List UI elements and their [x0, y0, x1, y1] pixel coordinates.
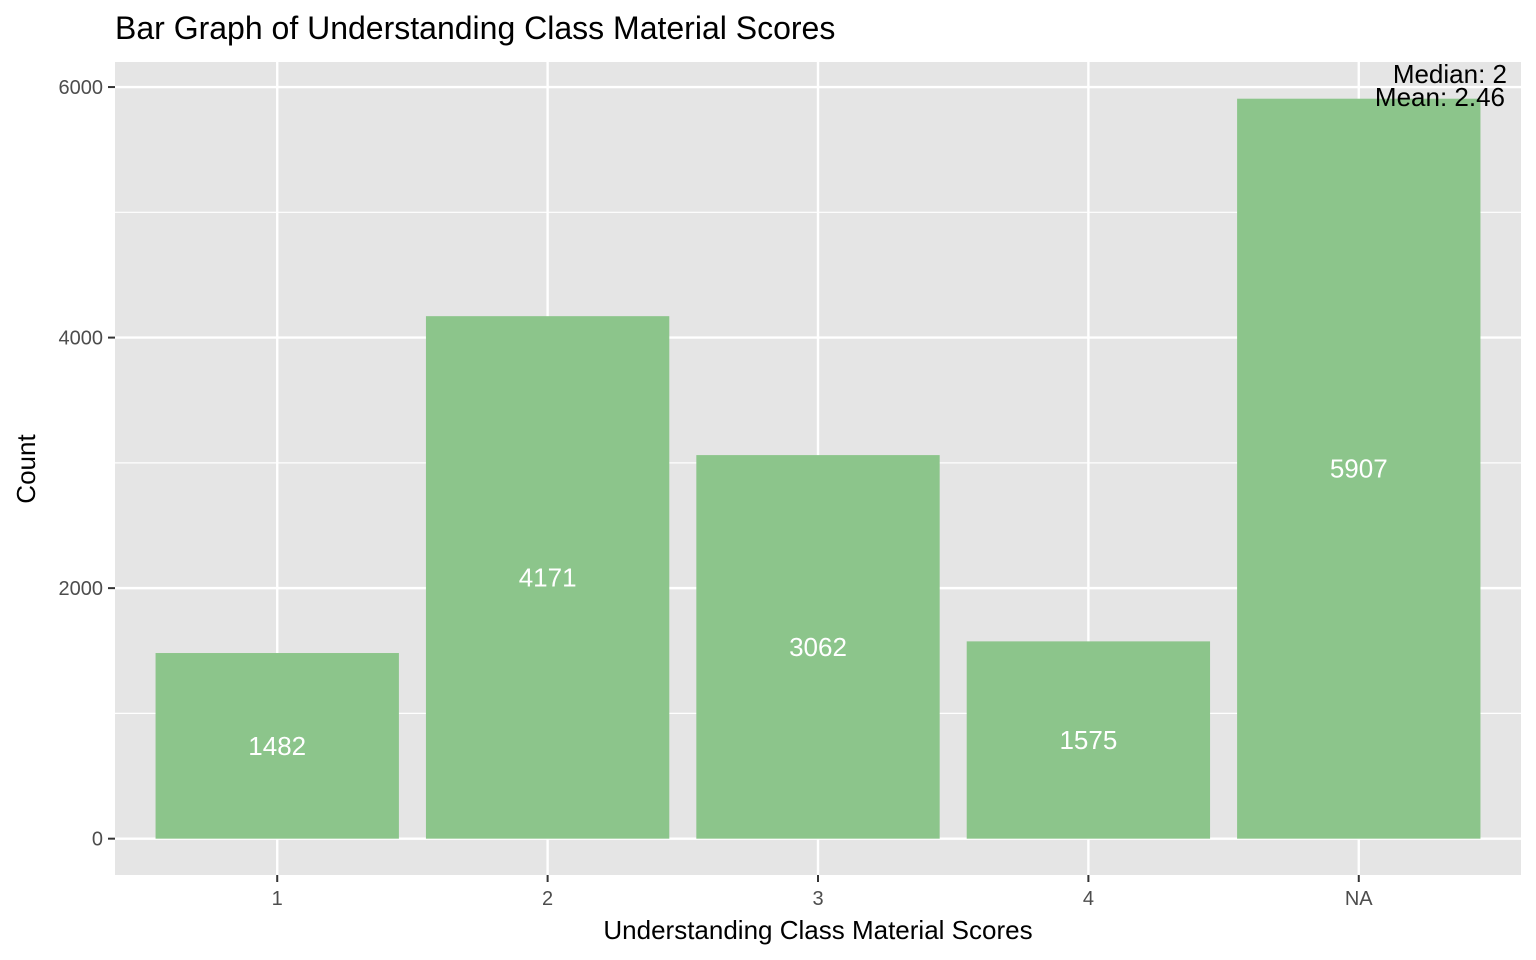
chart-title: Bar Graph of Understanding Class Materia… — [115, 10, 835, 46]
bar-value-label: 4171 — [519, 562, 577, 592]
bar-na — [1237, 98, 1481, 839]
y-tick-label: 2000 — [59, 578, 104, 600]
bar-value-label: 1575 — [1059, 725, 1117, 755]
bar-value-label: 3062 — [789, 632, 847, 662]
y-tick-label: 6000 — [59, 77, 104, 99]
x-tick-label: 2 — [542, 888, 553, 910]
x-tick-label: 3 — [812, 888, 823, 910]
x-axis-title: Understanding Class Material Scores — [603, 915, 1032, 945]
x-tick-label: NA — [1345, 888, 1373, 910]
x-tick-label: 1 — [272, 888, 283, 910]
y-tick-label: 0 — [92, 829, 103, 851]
bar-2 — [425, 316, 670, 839]
bar-value-label: 1482 — [248, 731, 306, 761]
median-annotation: Median: 2 — [1393, 59, 1507, 89]
y-axis: 0 2000 4000 6000 — [59, 77, 115, 851]
bars — [155, 98, 1481, 839]
bar-4 — [966, 641, 1211, 839]
bar-value-labels: 1482 4171 3062 1575 5907 — [248, 454, 1387, 761]
y-axis-title: Count — [11, 434, 41, 504]
bar-value-label: 5907 — [1330, 454, 1388, 484]
x-axis: 1 2 3 4 NA — [272, 875, 1373, 910]
y-tick-label: 4000 — [59, 328, 104, 350]
mean-annotation: Mean: 2.46 — [1375, 82, 1505, 112]
bar-3 — [696, 455, 940, 839]
x-tick-label: 4 — [1083, 888, 1094, 910]
bar-1 — [155, 653, 399, 839]
